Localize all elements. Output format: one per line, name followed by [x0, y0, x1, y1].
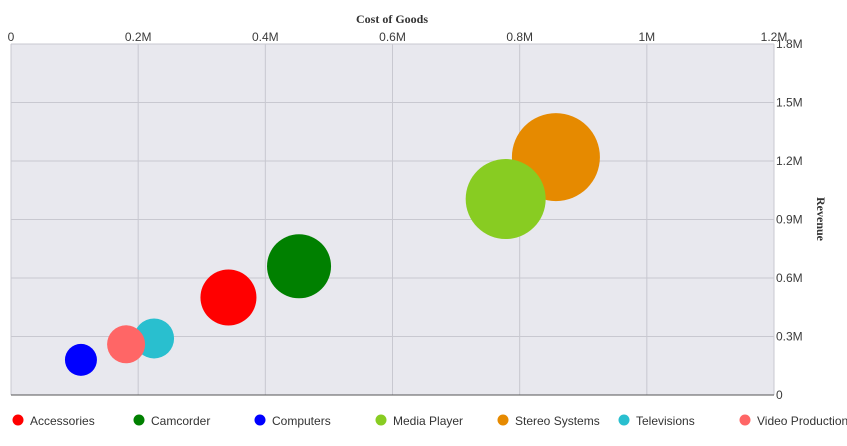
legend-item[interactable]: Video Production	[739, 414, 847, 428]
y-tick-label: 1.2M	[776, 154, 803, 168]
y-tick-label: 1.8M	[776, 37, 803, 51]
x-tick-label: 0	[8, 30, 15, 44]
x-tick-label: 0.4M	[252, 30, 279, 44]
legend-marker	[375, 414, 387, 426]
legend-label: Accessories	[30, 414, 95, 428]
legend: Accessories Camcorder Computers Media Playe…	[12, 414, 847, 428]
x-tick-labels: 0 0.2M 0.4M 0.6M 0.8M 1M 1.2M	[8, 30, 788, 44]
legend-item[interactable]: Accessories	[12, 414, 95, 428]
x-tick-label: 0.8M	[506, 30, 533, 44]
legend-label: Televisions	[636, 414, 695, 428]
bubbles	[64, 113, 600, 376]
legend-item[interactable]: Computers	[254, 414, 331, 428]
bubble-camcorder[interactable]	[267, 234, 332, 299]
legend-marker	[618, 414, 630, 426]
legend-item[interactable]: Camcorder	[133, 414, 211, 428]
bubble-accessories[interactable]	[200, 269, 257, 326]
legend-marker	[12, 414, 24, 426]
legend-marker	[739, 414, 751, 426]
y-tick-label: 0.6M	[776, 271, 803, 285]
bubble-computers[interactable]	[64, 343, 97, 376]
bubble-media-player[interactable]	[465, 159, 546, 240]
x-tick-label: 1.2M	[761, 30, 788, 44]
bubble-video-production[interactable]	[107, 325, 146, 364]
x-tick-label: 1M	[638, 30, 655, 44]
legend-marker	[497, 414, 509, 426]
legend-marker	[133, 414, 145, 426]
y-tick-label: 0	[776, 388, 783, 402]
legend-label: Stereo Systems	[515, 414, 600, 428]
y-tick-label: 0.3M	[776, 330, 803, 344]
legend-item[interactable]: Stereo Systems	[497, 414, 600, 428]
y-tick-label: 0.9M	[776, 213, 803, 227]
legend-label: Camcorder	[151, 414, 210, 428]
x-axis-title: Cost of Goods	[356, 12, 428, 26]
y-axis-title: Revenue	[814, 197, 828, 242]
x-tick-label: 0.2M	[125, 30, 152, 44]
legend-item[interactable]: Televisions	[618, 414, 695, 428]
legend-label: Video Production	[757, 414, 847, 428]
legend-marker	[254, 414, 266, 426]
legend-item[interactable]: Media Player	[375, 414, 464, 428]
y-tick-label: 1.5M	[776, 96, 803, 110]
y-tick-labels: 0 0.3M 0.6M 0.9M 1.2M 1.5M 1.8M	[776, 37, 803, 402]
x-tick-label: 0.6M	[379, 30, 406, 44]
legend-label: Computers	[272, 414, 331, 428]
legend-label: Media Player	[393, 414, 463, 428]
